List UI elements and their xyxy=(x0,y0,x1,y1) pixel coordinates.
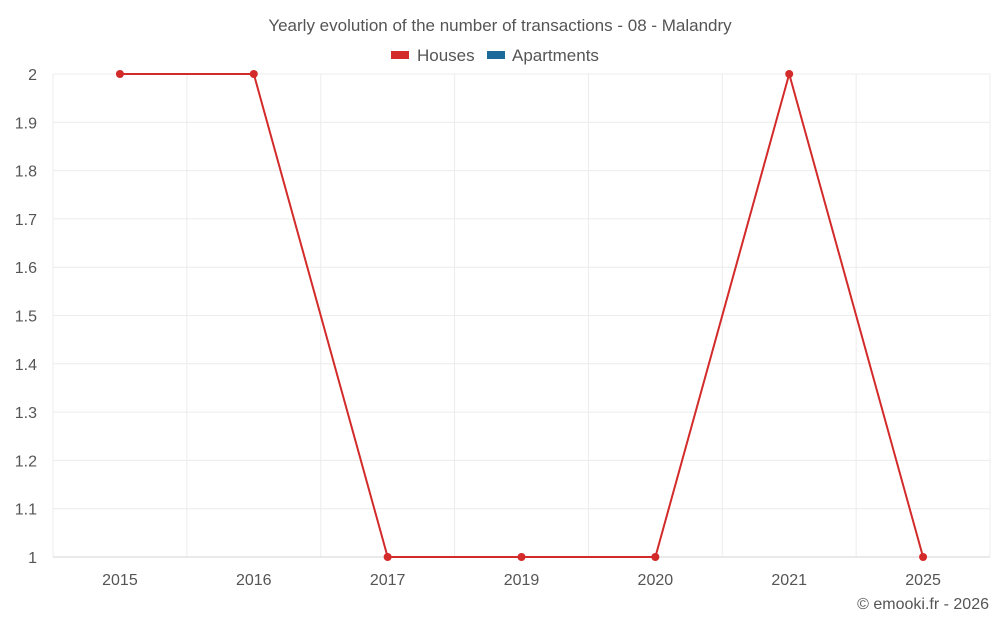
x-tick-label: 2020 xyxy=(638,572,674,589)
gridlines xyxy=(52,73,991,557)
y-tick-label: 1.2 xyxy=(15,453,37,470)
x-tick-label: 2025 xyxy=(905,572,941,589)
data-point-houses[interactable] xyxy=(115,70,124,78)
y-tick-label: 1.6 xyxy=(15,260,37,277)
y-tick-label: 1.8 xyxy=(15,164,37,181)
x-tick-label: 2016 xyxy=(236,572,272,589)
legend-swatch-houses xyxy=(391,51,409,59)
legend-label-houses[interactable]: Houses xyxy=(417,46,475,65)
legend: Houses Apartments xyxy=(391,46,599,65)
y-tick-label: 1.4 xyxy=(15,357,37,374)
series-layer xyxy=(115,70,928,561)
y-tick-label: 1.7 xyxy=(15,212,37,229)
data-point-houses[interactable] xyxy=(517,553,526,561)
y-tick-label: 1.5 xyxy=(15,309,37,326)
y-tick-label: 1.3 xyxy=(15,405,37,422)
data-point-houses[interactable] xyxy=(919,553,928,561)
y-tick-label: 1.1 xyxy=(15,502,37,519)
y-tick-label: 1 xyxy=(28,550,37,567)
y-tick-label: 1.9 xyxy=(15,115,37,132)
x-tick-label: 2019 xyxy=(504,572,540,589)
data-point-houses[interactable] xyxy=(651,553,660,561)
x-tick-label: 2021 xyxy=(771,572,807,589)
x-tick-label: 2017 xyxy=(370,572,406,589)
y-axis: 1 1.1 1.2 1.3 1.4 1.5 1.6 1.7 1.8 1.9 2 xyxy=(15,67,37,567)
data-point-houses[interactable] xyxy=(383,553,392,561)
chart-title: Yearly evolution of the number of transa… xyxy=(268,16,732,35)
legend-swatch-apartments xyxy=(487,51,505,59)
data-point-houses[interactable] xyxy=(785,70,794,78)
y-tick-label: 2 xyxy=(28,67,37,84)
legend-label-apartments[interactable]: Apartments xyxy=(512,46,599,65)
data-point-houses[interactable] xyxy=(249,70,258,78)
footer-credit: © emooki.fr - 2026 xyxy=(857,596,989,613)
x-axis: 2015 2016 2017 2019 2020 2021 2025 xyxy=(53,556,990,589)
x-tick-label: 2015 xyxy=(102,572,138,589)
